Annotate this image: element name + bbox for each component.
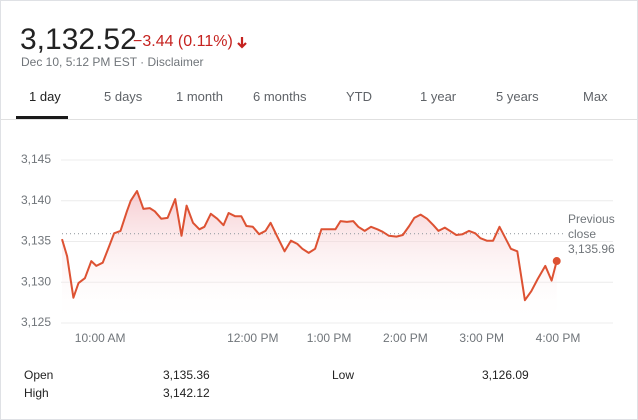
- price: 3,132.52: [20, 23, 137, 56]
- tab[interactable]: 5 years: [496, 89, 539, 104]
- tab-underline: [16, 116, 68, 119]
- tab[interactable]: Max: [583, 89, 608, 104]
- x-tick-label: 10:00 AM: [75, 331, 126, 345]
- tab[interactable]: 5 days: [104, 89, 143, 104]
- y-tick-label: 3,135: [21, 234, 51, 248]
- divider: [1, 119, 637, 120]
- stat-value: 3,142.12: [163, 386, 210, 400]
- tab[interactable]: 1 day: [29, 89, 61, 104]
- tab[interactable]: 1 month: [176, 89, 223, 104]
- tab[interactable]: 6 months: [253, 89, 307, 104]
- y-tick-label: 3,145: [21, 152, 51, 166]
- previous-close-value: 3,135.96: [568, 242, 615, 256]
- down-arrow: [237, 37, 247, 49]
- previous-close-title: Previous close: [568, 212, 615, 241]
- y-tick-label: 3,130: [21, 274, 51, 288]
- y-tick-label: 3,140: [21, 193, 51, 207]
- stat-value: 3,126.09: [482, 368, 529, 382]
- stat-label: Open: [24, 368, 54, 382]
- price-line: [61, 190, 558, 302]
- previous-close-note: Previous close 3,135.96: [568, 212, 624, 257]
- last-point: [552, 257, 561, 266]
- stat-label: High: [24, 386, 49, 400]
- timestamp: Dec 10, 5:12 PM EST: [21, 55, 137, 69]
- stat-value: 3,135.36: [163, 368, 210, 382]
- tab[interactable]: 1 year: [420, 89, 457, 104]
- timestamp-row: Dec 10, 5:12 PM EST · Disclaimer: [21, 55, 204, 69]
- tab[interactable]: YTD: [346, 89, 372, 104]
- x-tick-label: 1:00 PM: [307, 331, 352, 345]
- price-change: −3.44 (0.11%): [133, 33, 233, 50]
- y-tick-label: 3,125: [21, 315, 51, 329]
- area-fill: [62, 191, 557, 323]
- x-tick-label: 4:00 PM: [536, 331, 581, 345]
- x-tick-label: 3:00 PM: [459, 331, 504, 345]
- stat-label: Low: [332, 368, 355, 382]
- disclaimer-link[interactable]: Disclaimer: [147, 55, 204, 69]
- x-tick-label: 12:00 PM: [227, 331, 278, 345]
- chart: 3,125 3,130 3,135 3,140 3,145 10:00 AM 12:00 P…: [21, 152, 613, 345]
- x-tick-label: 2:00 PM: [383, 331, 428, 345]
